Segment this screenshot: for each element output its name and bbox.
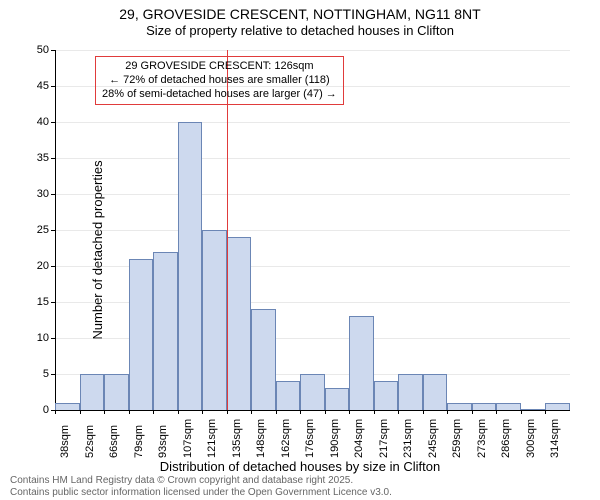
histogram-bar — [104, 374, 129, 410]
x-tick-mark — [325, 410, 326, 414]
histogram-bar — [251, 309, 276, 410]
histogram-bar — [447, 403, 472, 410]
gridline-h — [55, 410, 570, 411]
y-tick-label: 25 — [37, 224, 55, 236]
x-tick-label: 176sqm — [304, 419, 316, 458]
annotation-line-2: ← 72% of detached houses are smaller (11… — [102, 74, 337, 88]
x-tick-label: 66sqm — [108, 425, 120, 458]
histogram-bar — [55, 403, 80, 410]
histogram-bar — [398, 374, 423, 410]
histogram-bar — [129, 259, 154, 410]
histogram-bar — [227, 237, 252, 410]
x-tick-mark — [80, 410, 81, 414]
y-tick-label: 50 — [37, 44, 55, 56]
y-tick-label: 45 — [37, 80, 55, 92]
x-tick-label: 286sqm — [500, 419, 512, 458]
x-axis-title: Distribution of detached houses by size … — [0, 459, 600, 474]
histogram-bar — [202, 230, 227, 410]
x-tick-label: 314sqm — [549, 419, 561, 458]
gridline-h — [55, 158, 570, 159]
x-tick-mark — [374, 410, 375, 414]
x-tick-label: 79sqm — [133, 425, 145, 458]
y-tick-label: 30 — [37, 188, 55, 200]
x-tick-mark — [521, 410, 522, 414]
x-tick-label: 52sqm — [84, 425, 96, 458]
x-tick-mark — [300, 410, 301, 414]
x-tick-mark — [55, 410, 56, 414]
x-tick-mark — [178, 410, 179, 414]
x-tick-mark — [398, 410, 399, 414]
x-tick-label: 245sqm — [427, 419, 439, 458]
x-tick-label: 217sqm — [378, 419, 390, 458]
annotation-line-3: 28% of semi-detached houses are larger (… — [102, 88, 337, 102]
histogram-bar — [80, 374, 105, 410]
x-tick-label: 107sqm — [182, 419, 194, 458]
x-tick-label: 38sqm — [59, 425, 71, 458]
x-tick-label: 259sqm — [451, 419, 463, 458]
x-tick-label: 162sqm — [280, 419, 292, 458]
x-tick-mark — [496, 410, 497, 414]
x-tick-mark — [104, 410, 105, 414]
x-tick-mark — [349, 410, 350, 414]
x-tick-label: 135sqm — [231, 419, 243, 458]
x-tick-mark — [129, 410, 130, 414]
footer-line-2: Contains public sector information licen… — [10, 487, 392, 499]
histogram-bar — [472, 403, 497, 410]
histogram-bar — [178, 122, 203, 410]
gridline-h — [55, 230, 570, 231]
x-tick-label: 121sqm — [206, 419, 218, 458]
chart-footer: Contains HM Land Registry data © Crown c… — [10, 475, 392, 498]
annotation-line-1: 29 GROVESIDE CRESCENT: 126sqm — [102, 60, 337, 74]
x-tick-label: 148sqm — [255, 419, 267, 458]
histogram-bar — [496, 403, 521, 410]
x-tick-label: 300sqm — [525, 419, 537, 458]
gridline-h — [55, 194, 570, 195]
x-tick-label: 204sqm — [353, 419, 365, 458]
histogram-bar — [423, 374, 448, 410]
gridline-h — [55, 122, 570, 123]
annotation-box: 29 GROVESIDE CRESCENT: 126sqm ← 72% of d… — [95, 56, 344, 105]
x-tick-mark — [227, 410, 228, 414]
y-axis-line — [55, 50, 56, 410]
y-tick-label: 40 — [37, 116, 55, 128]
chart-title-block: 29, GROVESIDE CRESCENT, NOTTINGHAM, NG11… — [0, 0, 600, 38]
histogram-bar — [349, 316, 374, 410]
x-tick-label: 273sqm — [476, 419, 488, 458]
histogram-bar — [325, 388, 350, 410]
histogram-bar — [276, 381, 301, 410]
y-tick-label: 35 — [37, 152, 55, 164]
x-tick-label: 190sqm — [329, 419, 341, 458]
y-tick-label: 10 — [37, 332, 55, 344]
histogram-bar — [153, 252, 178, 410]
x-tick-label: 231sqm — [402, 419, 414, 458]
x-tick-mark — [276, 410, 277, 414]
x-tick-mark — [251, 410, 252, 414]
histogram-bar — [521, 409, 546, 410]
y-tick-label: 0 — [43, 404, 55, 416]
x-tick-mark — [545, 410, 546, 414]
histogram-bar — [300, 374, 325, 410]
gridline-h — [55, 50, 570, 51]
x-tick-mark — [202, 410, 203, 414]
footer-line-1: Contains HM Land Registry data © Crown c… — [10, 475, 392, 487]
x-tick-mark — [153, 410, 154, 414]
chart-container: 29, GROVESIDE CRESCENT, NOTTINGHAM, NG11… — [0, 0, 600, 500]
y-tick-label: 15 — [37, 296, 55, 308]
histogram-bar — [545, 403, 570, 410]
x-tick-mark — [423, 410, 424, 414]
y-tick-label: 20 — [37, 260, 55, 272]
plot-area: 29 GROVESIDE CRESCENT: 126sqm ← 72% of d… — [55, 50, 570, 410]
histogram-bar — [374, 381, 399, 410]
chart-title-main: 29, GROVESIDE CRESCENT, NOTTINGHAM, NG11… — [0, 6, 600, 23]
x-tick-mark — [472, 410, 473, 414]
chart-title-sub: Size of property relative to detached ho… — [0, 23, 600, 39]
x-tick-mark — [447, 410, 448, 414]
x-tick-label: 93sqm — [157, 425, 169, 458]
y-tick-label: 5 — [43, 368, 55, 380]
